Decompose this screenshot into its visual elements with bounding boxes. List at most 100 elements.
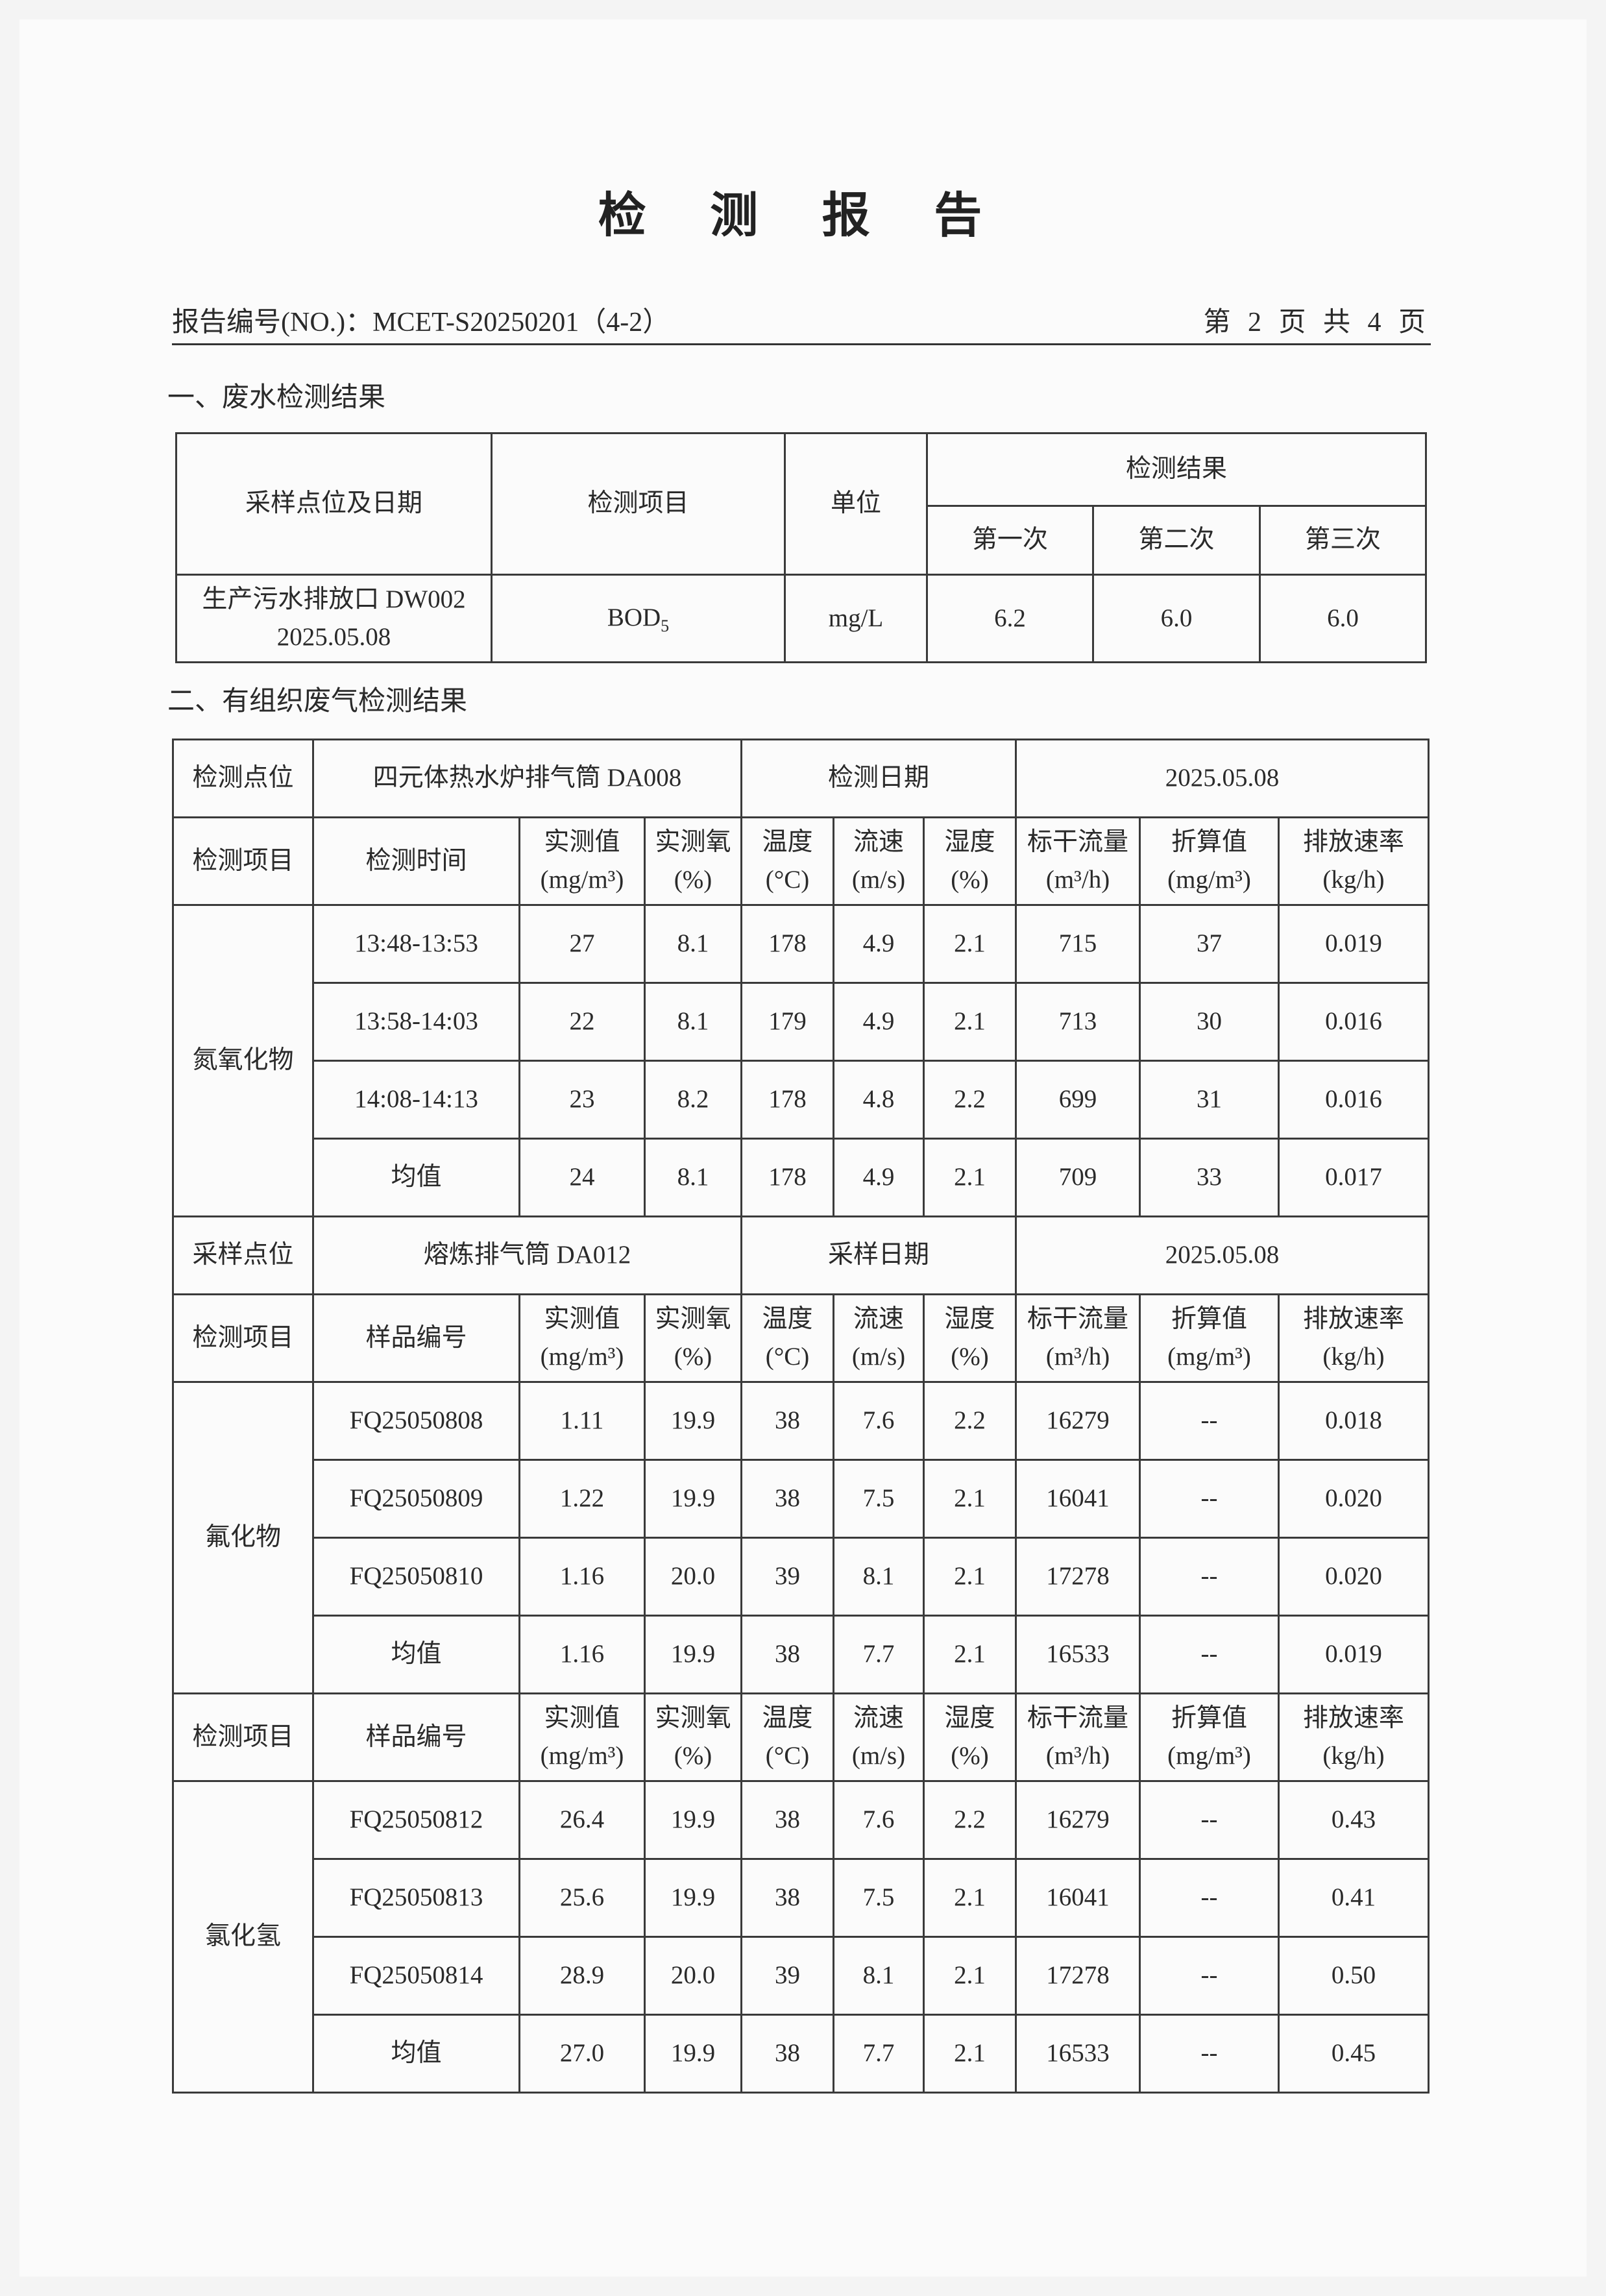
column-header: 湿度 (%) — [922, 1692, 1017, 1782]
sample-id: FQ25050809 — [312, 1459, 520, 1539]
location: 生产污水排放口 DW002 — [202, 585, 466, 613]
info-row: 采样点位 熔炼排气筒 DA012 采样日期 2025.05.08 — [172, 1215, 1430, 1295]
column-header-line: 实测值 — [544, 1704, 620, 1732]
column-header: 湿度 (%) — [922, 816, 1017, 906]
column-header-line: 样品编号 — [365, 1722, 467, 1751]
column-header-line: (m/s) — [851, 1742, 906, 1770]
column-header-line: (mg/m³) — [1167, 1343, 1251, 1371]
value-cell: 7.6 — [833, 1780, 925, 1860]
column-header-line: (kg/h) — [1322, 1742, 1385, 1770]
value-cell: 1.16 — [518, 1537, 646, 1617]
column-header-line: 标干流量 — [1027, 827, 1129, 856]
column-header-line: (°C) — [765, 1742, 810, 1770]
column-header-line: 实测氧 — [655, 827, 731, 856]
item-name: 氟化物 — [172, 1381, 314, 1694]
value-cell: 27 — [518, 904, 646, 984]
value-cell: 0.43 — [1278, 1780, 1430, 1860]
value-cell: 20.0 — [644, 1537, 742, 1617]
column-header-line: 排放速率 — [1303, 1304, 1405, 1333]
column-header-line: 湿度 — [944, 1704, 995, 1732]
header-results: 检测结果 — [925, 432, 1428, 507]
column-header-line: (%) — [674, 1343, 712, 1371]
value-cell: 178 — [740, 1138, 834, 1217]
column-header-line: 折算值 — [1171, 1704, 1248, 1732]
value-cell: 19.9 — [644, 1780, 742, 1860]
location-label: 检测点位 — [172, 739, 314, 818]
value-cell: 19.9 — [644, 1615, 742, 1694]
location-value: 四元体热水炉排气筒 DA008 — [312, 739, 742, 818]
table-row: 氟化物 FQ25050808 1.11 19.9 38 7.6 2.2 16279 -- 0.01… — [172, 1381, 1430, 1694]
value-cell: 7.7 — [833, 1615, 925, 1694]
sample-id: 均值 — [312, 1138, 520, 1217]
column-header: 排放速率 (kg/h) — [1278, 1692, 1430, 1782]
item-cell: BOD5 — [491, 574, 786, 663]
value-cell: 2.1 — [922, 1615, 1017, 1694]
wastewater-table: 采样点位及日期 检测项目 单位 检测结果 第一次 第二次 第三次 生产污水排放口… — [175, 432, 1428, 663]
value-cell: -- — [1139, 1936, 1280, 2016]
column-header: 检测项目 — [172, 1293, 314, 1383]
column-header-line: (mg/m³) — [1167, 866, 1251, 894]
location-value: 熔炼排气筒 DA012 — [312, 1215, 742, 1295]
sample-id: 均值 — [312, 2014, 520, 2094]
table-row: FQ25050814 28.9 20.0 39 8.1 2.1 17278 -- 0.50 — [173, 1936, 1430, 2016]
table-row: 13:58-14:03 22 8.1 179 4.9 2.1 713 30 0.016 — [173, 982, 1430, 1062]
value-cell: 8.1 — [644, 1138, 742, 1217]
table-row: FQ25050810 1.16 20.0 39 8.1 2.1 17278 -- 0.020 — [173, 1537, 1430, 1617]
date-value: 2025.05.08 — [1015, 739, 1430, 818]
value-cell: 178 — [740, 1060, 834, 1140]
date-label: 检测日期 — [740, 739, 1017, 818]
value-cell: 2.1 — [922, 904, 1017, 984]
column-header-line: 实测氧 — [655, 1304, 731, 1333]
value-cell: 22 — [518, 982, 646, 1062]
table-row: 均值 1.16 19.9 38 7.7 2.1 16533 -- 0.019 — [173, 1615, 1430, 1694]
column-header-line: (mg/m³) — [540, 1343, 624, 1371]
column-header: 排放速率 (kg/h) — [1278, 1293, 1430, 1383]
value-cell: 7.6 — [833, 1381, 925, 1461]
value-cell: 0.41 — [1278, 1858, 1430, 1938]
value-cell: 39 — [740, 1537, 834, 1617]
column-header-line: (mg/m³) — [540, 1742, 624, 1770]
report-title: 检 测 报 告 — [598, 189, 1008, 243]
table-row: 氮氧化物 13:48-13:53 27 8.1 178 4.9 2.1 715 37 0.019 — [172, 904, 1430, 1217]
column-header: 标干流量 (m³/h) — [1015, 816, 1141, 906]
value-cell: 20.0 — [644, 1936, 742, 2016]
date-label: 采样日期 — [740, 1215, 1017, 1295]
column-header: 流速 (m/s) — [833, 1692, 925, 1782]
column-header-line: 温度 — [762, 1304, 813, 1333]
item-name: 氯化氢 — [172, 1780, 314, 2094]
column-header-line: (%) — [951, 1742, 989, 1770]
sample-id: FQ25050814 — [312, 1936, 520, 2016]
value-cell: -- — [1139, 1858, 1280, 1938]
value-cell: 0.017 — [1278, 1138, 1430, 1217]
value-cell: 0.020 — [1278, 1537, 1430, 1617]
column-header-line: (m³/h) — [1045, 1343, 1110, 1371]
sample-id: FQ25050812 — [312, 1780, 520, 1860]
value-cell: 8.1 — [833, 1936, 925, 2016]
column-header: 检测时间 — [312, 816, 520, 906]
value-cell: 0.020 — [1278, 1459, 1430, 1539]
value-cell: 4.9 — [833, 904, 925, 984]
value-cell: 37 — [1139, 904, 1280, 984]
column-header-line: (%) — [951, 866, 989, 894]
value-cell: 0.016 — [1278, 982, 1430, 1062]
value-cell: -- — [1139, 2014, 1280, 2094]
value-cell: 26.4 — [518, 1780, 646, 1860]
value-cell: 8.1 — [833, 1537, 925, 1617]
unit-cell: mg/L — [784, 574, 928, 663]
value-cell: 709 — [1015, 1138, 1141, 1217]
sample-id: 13:58-14:03 — [312, 982, 520, 1062]
column-header-line: (mg/m³) — [1167, 1742, 1251, 1770]
value-cell: 1.16 — [518, 1615, 646, 1694]
value-cell: 0.45 — [1278, 2014, 1430, 2094]
value-cell: 7.5 — [833, 1858, 925, 1938]
value-cell: 4.9 — [833, 1138, 925, 1217]
column-header: 温度 (°C) — [740, 1293, 834, 1383]
report-number: 报告编号(NO.)：MCET-S20250201（4-2） — [172, 308, 670, 337]
value-cell: 0.019 — [1278, 1615, 1430, 1694]
column-header-line: 检测项目 — [192, 1323, 294, 1352]
sample-id: FQ25050808 — [312, 1381, 520, 1461]
value-cell: 38 — [740, 1858, 834, 1938]
column-header: 标干流量 (m³/h) — [1015, 1692, 1141, 1782]
value-cell: 2.1 — [922, 982, 1017, 1062]
exhaust-gas-table: 检测点位 四元体热水炉排气筒 DA008 检测日期 2025.05.08 检测项目 检测时… — [172, 739, 1430, 2094]
